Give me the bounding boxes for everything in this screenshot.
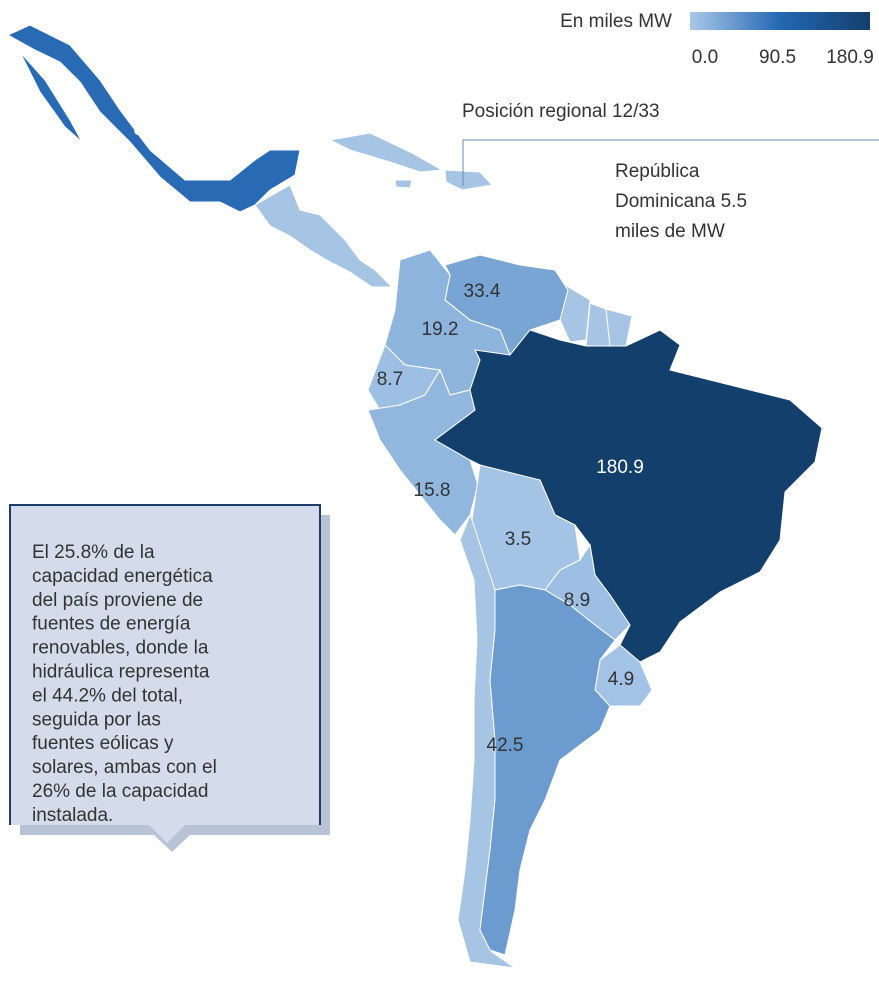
annotation-line: República xyxy=(615,161,700,182)
value-label: 8.7 xyxy=(377,369,403,390)
annotation-title: Posición regional 12/33 xyxy=(462,101,660,122)
callout-line: instalada. xyxy=(32,805,113,826)
callout-line: seguida por las xyxy=(32,709,161,730)
legend-tick-label: 90.5 xyxy=(759,47,796,68)
value-label: 8.9 xyxy=(564,590,590,611)
callout-line: fuentes eólicas y xyxy=(32,733,174,754)
annotation-line: Dominicana 5.5 xyxy=(615,191,747,212)
value-label: 88.0 xyxy=(134,119,171,140)
annotation-line: miles de MW xyxy=(615,221,725,242)
legend-bar xyxy=(690,12,870,30)
value-label: 15.8 xyxy=(414,480,451,501)
callout-line: fuentes de energía xyxy=(32,614,191,635)
cuba xyxy=(328,132,444,173)
country xyxy=(479,584,616,956)
value-label: 4.9 xyxy=(608,669,634,690)
annotation: Posición regional 12/33 República Domini… xyxy=(462,101,879,242)
legend: En miles MW 0.0 90.5 180.9 xyxy=(560,11,874,68)
callout-line: renovables, donde la xyxy=(32,638,209,659)
hispaniola xyxy=(444,169,493,191)
value-label: 180.9 xyxy=(596,457,644,478)
callout-line: capacidad energética xyxy=(32,566,213,587)
value-label: 3.5 xyxy=(505,529,531,550)
french-guiana xyxy=(605,308,633,347)
country xyxy=(434,329,823,663)
callout-line: 26% de la capacidad xyxy=(32,781,208,802)
countries xyxy=(6,24,823,956)
unvalued-regions xyxy=(254,132,633,969)
central-america xyxy=(254,184,394,288)
leader-line xyxy=(462,139,879,186)
callout-line: hidráulica representa xyxy=(32,662,210,683)
legend-title: En miles MW xyxy=(560,11,672,32)
country xyxy=(6,24,301,213)
callout-line: El 25.8% de la xyxy=(32,542,155,563)
value-label: 42.5 xyxy=(487,735,524,756)
value-label: 33.4 xyxy=(464,281,501,302)
callout-line: solares, ambas con el xyxy=(32,757,217,778)
legend-tick-label: 0.0 xyxy=(692,47,718,68)
callout-box: El 25.8% de la capacidad energética del pa… xyxy=(9,504,330,852)
value-labels: 88.0 33.419.2 8.7 15.8 180.9 3.5 8.9 4.9 42.5 xyxy=(134,119,644,756)
callout-text: El 25.8% de la capacidad energética del pa… xyxy=(32,542,217,826)
legend-tick-label: 180.9 xyxy=(826,47,874,68)
legend-ticks: 0.0 90.5 180.9 xyxy=(692,47,874,68)
jamaica xyxy=(394,179,413,189)
callout-border xyxy=(9,504,321,825)
callout-bg xyxy=(10,505,320,843)
callout-line: del país proviene de xyxy=(32,590,203,611)
value-label: 19.2 xyxy=(422,319,459,340)
callout-line: el 44.2% del total, xyxy=(32,685,183,706)
